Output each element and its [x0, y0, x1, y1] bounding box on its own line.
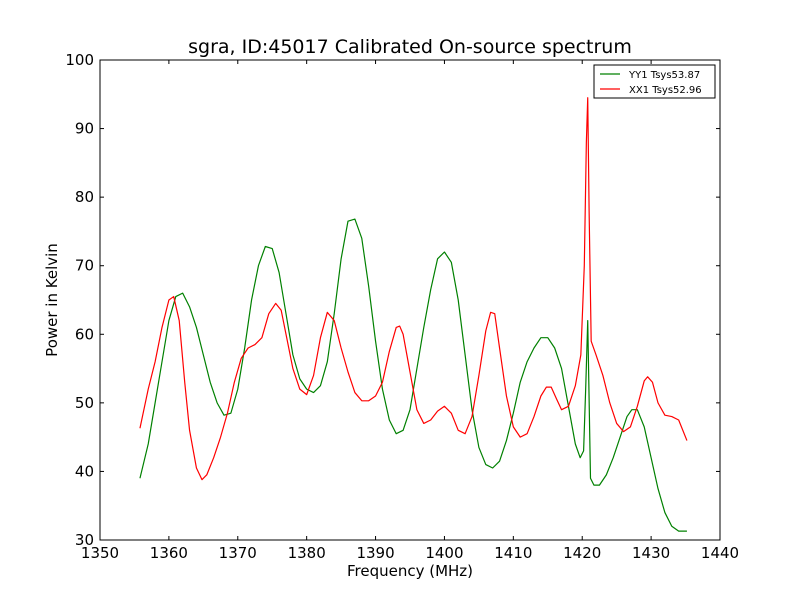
legend-frame: [593, 64, 716, 99]
y-axis-label: Power in Kelvin: [43, 243, 61, 357]
y-tick-label: 90: [75, 120, 94, 138]
x-tick-label: 1440: [701, 544, 739, 562]
y-tick-label: 30: [75, 531, 94, 549]
x-tick-label: 1430: [632, 544, 670, 562]
series-layer: [139, 97, 688, 532]
y-tick-label: 40: [75, 462, 94, 480]
x-tick-label: 1390: [356, 544, 394, 562]
y-tick-label: 80: [75, 188, 94, 206]
ticks-layer: 1350 1360 1370 1380 1390 1400 1410 1420 1430 1440…: [65, 51, 739, 562]
series-line-yy1: [139, 218, 687, 532]
chart-title: sgra, ID:45017 Calibrated On-source spec…: [188, 36, 632, 58]
y-tick-label: 60: [75, 325, 94, 343]
x-tick-label: 1380: [288, 544, 326, 562]
legend-label-yy1: YY1 Tsys53.87: [628, 70, 700, 81]
y-tick-label: 50: [75, 394, 94, 412]
legend-label-xx1: XX1 Tsys52.96: [629, 85, 702, 96]
plot-frame: [99, 59, 721, 541]
x-axis-label: Frequency (MHz): [347, 562, 473, 580]
x-tick-label: 1420: [563, 544, 601, 562]
y-tick-label: 100: [65, 51, 94, 69]
x-tick-label: 1350: [81, 544, 119, 562]
x-tick-label: 1360: [150, 544, 188, 562]
x-tick-label: 1400: [425, 544, 463, 562]
y-tick-label: 70: [75, 257, 94, 275]
x-tick-label: 1370: [219, 544, 257, 562]
x-tick-label: 1410: [494, 544, 532, 562]
legend: YY1 Tsys53.87 XX1 Tsys52.96: [593, 64, 716, 99]
series-line-xx1: [139, 97, 688, 481]
